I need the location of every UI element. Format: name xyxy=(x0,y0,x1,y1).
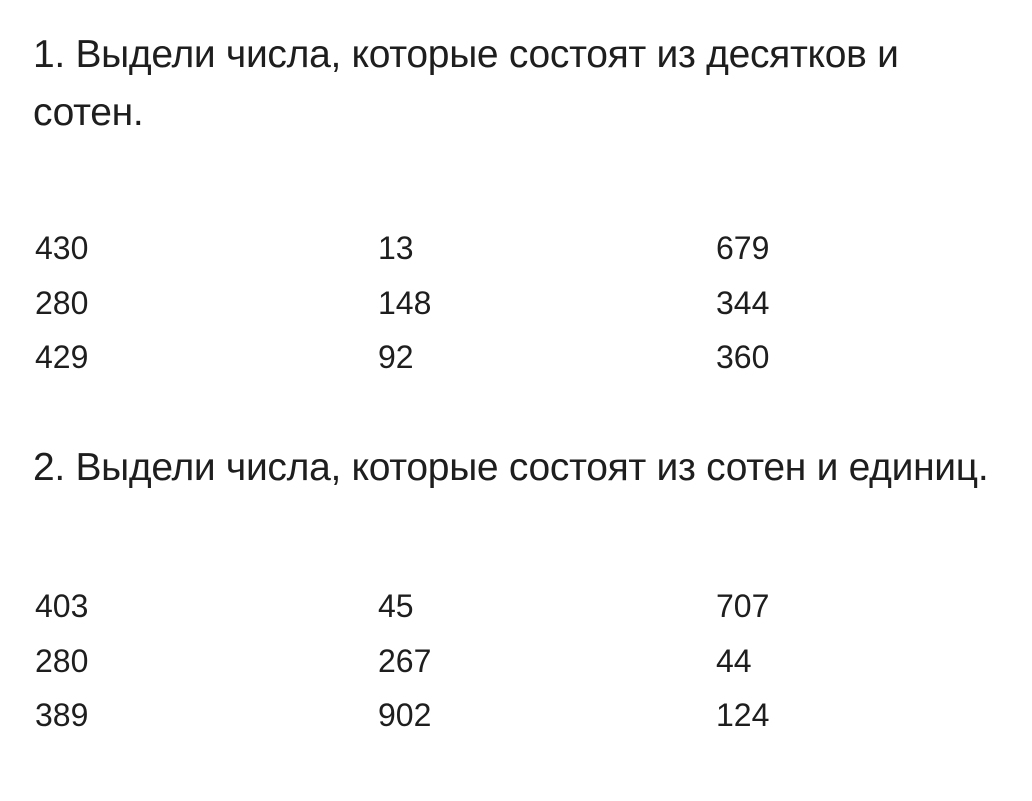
number: 124 xyxy=(716,697,770,733)
number: 45 xyxy=(378,588,414,624)
number: 148 xyxy=(378,284,432,321)
number: 902 xyxy=(378,697,432,733)
number: 344 xyxy=(716,284,770,321)
number: 679 xyxy=(716,230,770,266)
number: 403 xyxy=(35,588,89,624)
number: 707 xyxy=(716,588,770,624)
number: 389 xyxy=(35,697,89,733)
number: 280 xyxy=(35,284,89,321)
number: 429 xyxy=(35,339,89,375)
task-1-text: 1. Выдели числа, которые состоят из деся… xyxy=(33,33,899,134)
number: 44 xyxy=(716,642,752,679)
number: 267 xyxy=(378,642,432,679)
number: 92 xyxy=(378,339,414,375)
number: 280 xyxy=(35,642,89,679)
task-2-numbers: 403 45 707 280 267 44 389 902 124 xyxy=(35,579,916,743)
number: 13 xyxy=(378,230,414,266)
task-1-numbers: 430 13 679 280 148 344 429 92 360 xyxy=(35,221,916,385)
number: 360 xyxy=(716,339,770,375)
task-2-text: 2. Выдели числа, которые состоят из соте… xyxy=(33,446,989,489)
number: 430 xyxy=(35,230,89,266)
